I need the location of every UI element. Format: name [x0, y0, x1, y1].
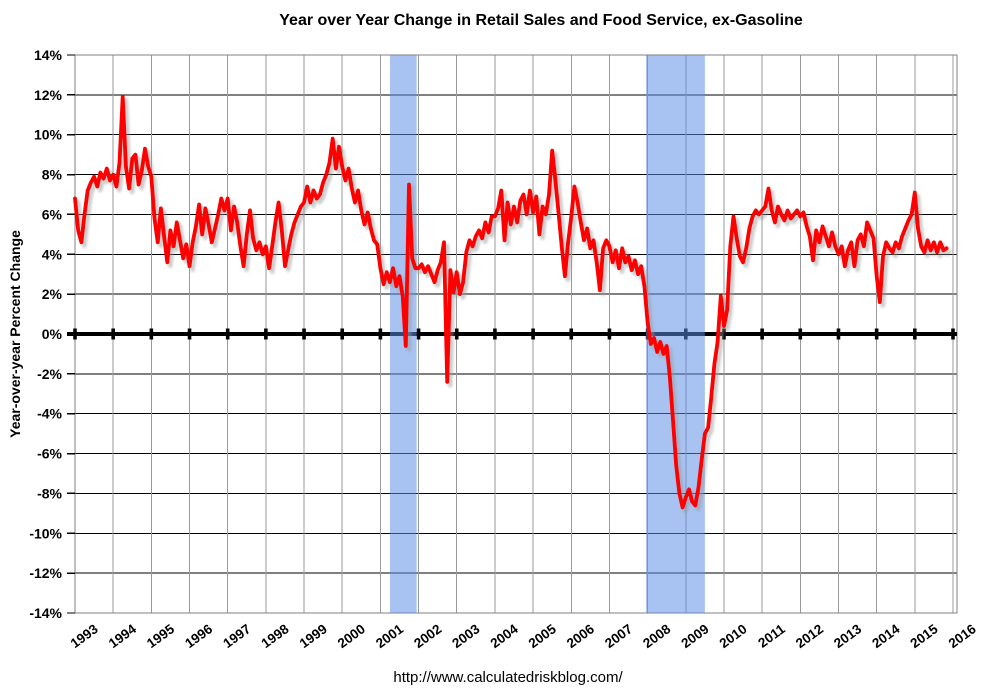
y-tick-label: -6% — [37, 446, 62, 462]
y-tick-label: -12% — [29, 565, 62, 581]
x-tick-label: 2003 — [449, 621, 483, 651]
zero-axis-year-tick — [187, 328, 192, 340]
x-tick-label: 2008 — [640, 621, 674, 651]
zero-axis-year-tick — [951, 328, 955, 340]
y-tick-label: -10% — [29, 525, 62, 541]
y-tick-label: 0% — [42, 326, 63, 342]
y-tick-label: -4% — [37, 406, 62, 422]
x-tick-label: 2004 — [488, 621, 522, 651]
zero-axis-year-tick — [569, 328, 574, 340]
y-tick-label: -8% — [37, 485, 62, 501]
series-line-shadow — [75, 98, 952, 514]
x-tick-label: 1996 — [182, 621, 216, 651]
x-tick-label: 2010 — [717, 621, 750, 651]
y-tick-label: -2% — [37, 366, 62, 382]
zero-axis-year-tick — [531, 328, 535, 340]
tick-labels-layer: 14% 12% 10% 8% 6% 4% 2% 0% -2% -4% -6% -8% -10% -12% -… — [29, 47, 979, 651]
x-tick-label: 2015 — [907, 621, 941, 651]
zero-axis-year-tick — [340, 328, 345, 340]
chart-title: Year over Year Change in Retail Sales an… — [279, 12, 803, 29]
x-tick-label: 2002 — [411, 621, 444, 651]
zero-axis-year-tick — [225, 328, 230, 340]
zero-axis-year-tick — [378, 328, 383, 340]
zero-axis-year-tick — [454, 328, 459, 340]
x-tick-label: 1993 — [68, 621, 102, 651]
zero-axis-year-tick — [73, 328, 77, 340]
x-tick-label: 2009 — [678, 621, 711, 651]
zero-axis-year-tick — [607, 328, 612, 340]
y-tick-label: 10% — [34, 127, 63, 143]
y-tick-label: 6% — [42, 206, 63, 222]
zero-axis-year-tick — [416, 328, 421, 340]
x-tick-label: 2012 — [793, 621, 826, 651]
recession-bands-layer — [389, 55, 705, 613]
x-tick-label: 1994 — [106, 621, 140, 651]
zero-axis-year-tick — [302, 328, 306, 340]
recession-band — [646, 55, 705, 613]
x-tick-label: 2000 — [335, 621, 368, 651]
y-tick-label: -14% — [29, 605, 62, 621]
x-tick-label: 2005 — [526, 621, 560, 651]
y-tick-label: 12% — [34, 87, 63, 103]
x-tick-label: 2013 — [831, 621, 865, 651]
zero-axis-year-tick — [264, 328, 268, 340]
y-tick-label: 8% — [42, 167, 63, 183]
footer-url: http://www.calculatedriskblog.com/ — [393, 669, 623, 686]
series-line-retail-sales — [73, 94, 949, 510]
zero-axis-year-tick — [798, 328, 803, 340]
y-tick-label: 2% — [42, 286, 63, 302]
x-tick-label: 1995 — [144, 621, 178, 651]
x-tick-label: 1998 — [259, 621, 293, 651]
zero-axis-year-tick — [913, 328, 917, 340]
x-tick-label: 2011 — [755, 621, 788, 651]
x-tick-label: 2016 — [946, 621, 980, 651]
zero-axis-year-tick — [722, 328, 726, 340]
y-tick-label: 14% — [34, 47, 63, 63]
x-tick-label: 2001 — [373, 621, 407, 651]
x-tick-label: 2007 — [602, 621, 635, 651]
zero-axis-year-tick — [836, 328, 841, 340]
gridlines-layer — [67, 54, 958, 614]
zero-axis-year-tick — [149, 328, 154, 340]
x-tick-label: 1999 — [297, 621, 330, 651]
zero-axis-year-tick — [111, 328, 115, 340]
x-tick-label: 2006 — [564, 621, 598, 651]
zero-axis-year-tick — [760, 328, 764, 340]
zero-axis-year-tick — [874, 328, 879, 340]
y-axis-title: Year-over-year Percent Change — [7, 230, 23, 438]
zero-axis-year-tick — [493, 328, 497, 340]
y-tick-label: 4% — [42, 246, 63, 262]
x-tick-label: 2014 — [869, 621, 903, 651]
x-tick-label: 1997 — [220, 621, 253, 651]
series-layer — [73, 94, 952, 514]
